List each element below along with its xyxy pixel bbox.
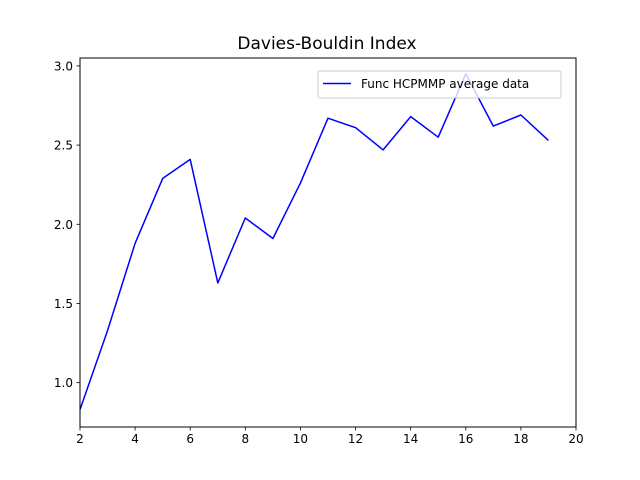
x-tick-label: 16: [458, 432, 473, 446]
x-axis: 2 4 6 8 10 12 14 16 18 20: [76, 427, 584, 446]
x-tick-label: 6: [186, 432, 194, 446]
chart-title: Davies-Bouldin Index: [237, 34, 416, 54]
x-tick-label: 4: [131, 432, 139, 446]
x-tick-label: 10: [293, 432, 308, 446]
x-tick-label: 14: [403, 432, 418, 446]
y-tick-label: 1.5: [54, 297, 73, 311]
x-tick-label: 2: [76, 432, 84, 446]
legend-box: [317, 70, 562, 99]
legend: Func HCPMMP average data: [317, 70, 562, 99]
x-tick-label: 12: [348, 432, 363, 446]
y-tick-label: 3.0: [54, 59, 73, 73]
y-axis: 1.0 1.5 2.0 2.5 3.0: [54, 59, 80, 390]
x-tick-label: 20: [568, 432, 583, 446]
x-tick-label: 8: [242, 432, 250, 446]
x-tick-label: 18: [513, 432, 528, 446]
plot-area: [79, 73, 549, 410]
y-tick-label: 2.5: [54, 139, 73, 153]
legend-label: Func HCPMMP average data: [361, 77, 529, 91]
y-tick-label: 1.0: [54, 376, 73, 390]
axes-frame: [79, 57, 577, 428]
series-line-0: [79, 73, 549, 410]
y-tick-label: 2.0: [54, 218, 73, 232]
